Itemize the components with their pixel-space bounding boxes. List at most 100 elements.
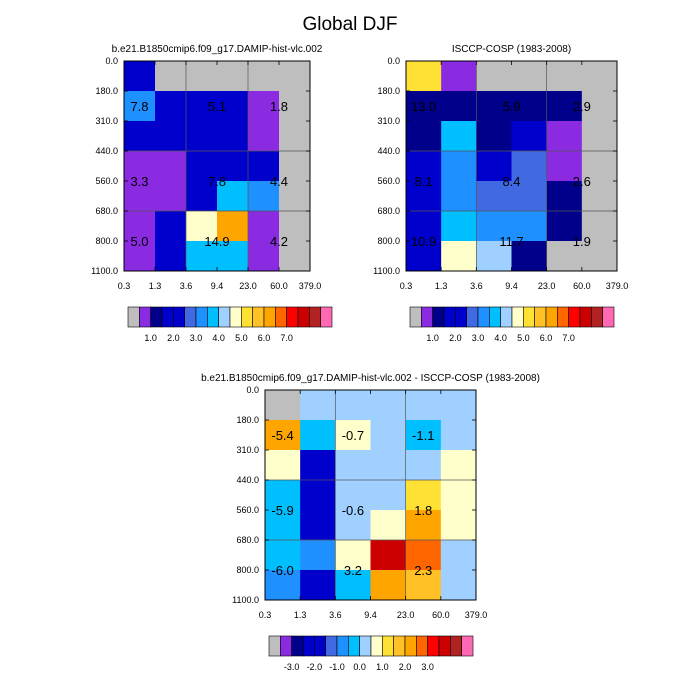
colorbar-swatch xyxy=(416,635,428,657)
x-tick-label: 3.6 xyxy=(470,281,483,291)
heatmap-cell xyxy=(581,91,618,122)
heatmap-cell xyxy=(581,181,618,212)
y-tick-label: 180.0 xyxy=(95,86,118,96)
colorbar-swatch xyxy=(421,306,433,328)
cell-value-label: 2.9 xyxy=(573,99,591,114)
colorbar-swatch xyxy=(184,306,197,328)
colorbar-swatch xyxy=(309,306,321,328)
colorbar-label: 7.0 xyxy=(562,333,575,343)
cell-value-label: 5.9 xyxy=(502,99,520,114)
heatmap-cell xyxy=(335,420,371,451)
colorbar-label: 5.0 xyxy=(235,333,248,343)
heatmap-cell xyxy=(155,211,187,242)
heatmap-cell xyxy=(186,151,218,182)
heatmap-cell xyxy=(546,121,583,152)
panel-model: b.e21.B1850cmip6.f09_g17.DAMIP-hist-vlc.… xyxy=(91,44,333,343)
heatmap-cell xyxy=(581,241,618,272)
colorbar-swatch xyxy=(450,635,462,657)
y-tick-label: 180.0 xyxy=(377,86,400,96)
heatmap-cell xyxy=(335,450,371,481)
y-tick-label: 0.0 xyxy=(246,385,259,395)
cell-value-label: -5.4 xyxy=(271,428,293,443)
heatmap-cell xyxy=(511,211,548,242)
heatmap-cell xyxy=(217,181,249,212)
colorbar-swatch xyxy=(280,635,292,657)
heatmap-cell xyxy=(581,151,618,182)
y-tick-label: 560.0 xyxy=(236,505,259,515)
colorbar-swatch xyxy=(195,306,208,328)
heatmap-cell xyxy=(441,91,477,122)
colorbar-swatch xyxy=(218,306,231,328)
x-tick-label: 0.3 xyxy=(118,281,131,291)
colorbar-swatch xyxy=(409,306,422,328)
heatmap-cell xyxy=(405,510,442,541)
colorbar-swatch xyxy=(268,635,281,657)
heatmap-cell xyxy=(476,61,512,92)
colorbar-swatch xyxy=(348,635,360,657)
heatmap-cell xyxy=(155,151,187,182)
heatmap-cell xyxy=(186,241,218,272)
heatmap-cell xyxy=(581,121,618,152)
panel-difference: b.e21.B1850cmip6.f09_g17.DAMIP-hist-vlc.… xyxy=(201,373,540,672)
heatmap-cell xyxy=(406,181,442,212)
colorbar-swatch xyxy=(438,635,451,657)
x-tick-label: 0.3 xyxy=(259,610,272,620)
y-tick-label: 440.0 xyxy=(95,146,118,156)
colorbar-label: -3.0 xyxy=(284,662,300,672)
heatmap-cell xyxy=(546,91,583,122)
heatmap-cell xyxy=(511,241,548,272)
heatmap-cell xyxy=(511,181,548,212)
heatmap-cell xyxy=(441,61,477,92)
colorbar-swatch xyxy=(511,306,524,328)
heatmap-cell xyxy=(405,390,442,421)
heatmap-cell xyxy=(511,91,548,122)
y-tick-label: 1100.0 xyxy=(91,266,118,276)
y-tick-label: 800.0 xyxy=(236,565,259,575)
heatmap-cell xyxy=(124,91,156,122)
heatmap-cell xyxy=(370,390,407,421)
heatmap-cell xyxy=(335,570,371,601)
heatmap-cell xyxy=(405,540,442,571)
y-tick-label: 310.0 xyxy=(236,445,259,455)
heatmap-cell xyxy=(217,91,249,122)
colorbar-swatch xyxy=(370,635,383,657)
colorbar-swatch xyxy=(297,306,310,328)
y-tick-label: 0.0 xyxy=(105,56,118,66)
heatmap-cell xyxy=(300,510,336,541)
cell-value-label: 8.4 xyxy=(502,174,520,189)
colorbar-swatch xyxy=(229,306,242,328)
heatmap-cell xyxy=(440,510,477,541)
heatmap-cell xyxy=(370,510,407,541)
heatmap-cell xyxy=(476,211,512,242)
heatmap-cell xyxy=(279,211,311,242)
heatmap-cell xyxy=(406,61,442,92)
colorbar-label: 1.0 xyxy=(426,333,439,343)
panel-subtitle: ISCCP-COSP (1983-2008) xyxy=(452,44,571,55)
x-tick-label: 1.3 xyxy=(149,281,162,291)
heatmap-cell xyxy=(335,480,371,511)
y-tick-label: 680.0 xyxy=(95,206,118,216)
heatmap-cell xyxy=(546,151,583,182)
heatmap-cell xyxy=(124,121,156,152)
y-tick-label: 440.0 xyxy=(236,475,259,485)
panel-subtitle: b.e21.B1850cmip6.f09_g17.DAMIP-hist-vlc.… xyxy=(201,373,540,384)
cell-value-label: 5.1 xyxy=(208,99,226,114)
figure-title: Global DJF xyxy=(302,14,397,35)
heatmap-cell xyxy=(370,450,407,481)
heatmap-cell xyxy=(248,61,280,92)
x-tick-label: 23.0 xyxy=(239,281,257,291)
x-tick-label: 0.3 xyxy=(400,281,413,291)
heatmap-cell xyxy=(300,420,336,451)
heatmap-cell xyxy=(406,151,442,182)
colorbar-swatch xyxy=(568,306,581,328)
cell-value-label: 8.1 xyxy=(415,174,433,189)
colorbar-swatch xyxy=(545,306,558,328)
heatmap-cell xyxy=(300,390,336,421)
cell-value-label: 1.8 xyxy=(414,503,432,518)
y-tick-label: 0.0 xyxy=(387,56,400,66)
x-tick-label: 379.0 xyxy=(299,281,322,291)
colorbar-swatch xyxy=(500,306,513,328)
y-tick-label: 680.0 xyxy=(236,535,259,545)
y-tick-label: 310.0 xyxy=(377,116,400,126)
cell-value-label: 7.8 xyxy=(130,99,148,114)
